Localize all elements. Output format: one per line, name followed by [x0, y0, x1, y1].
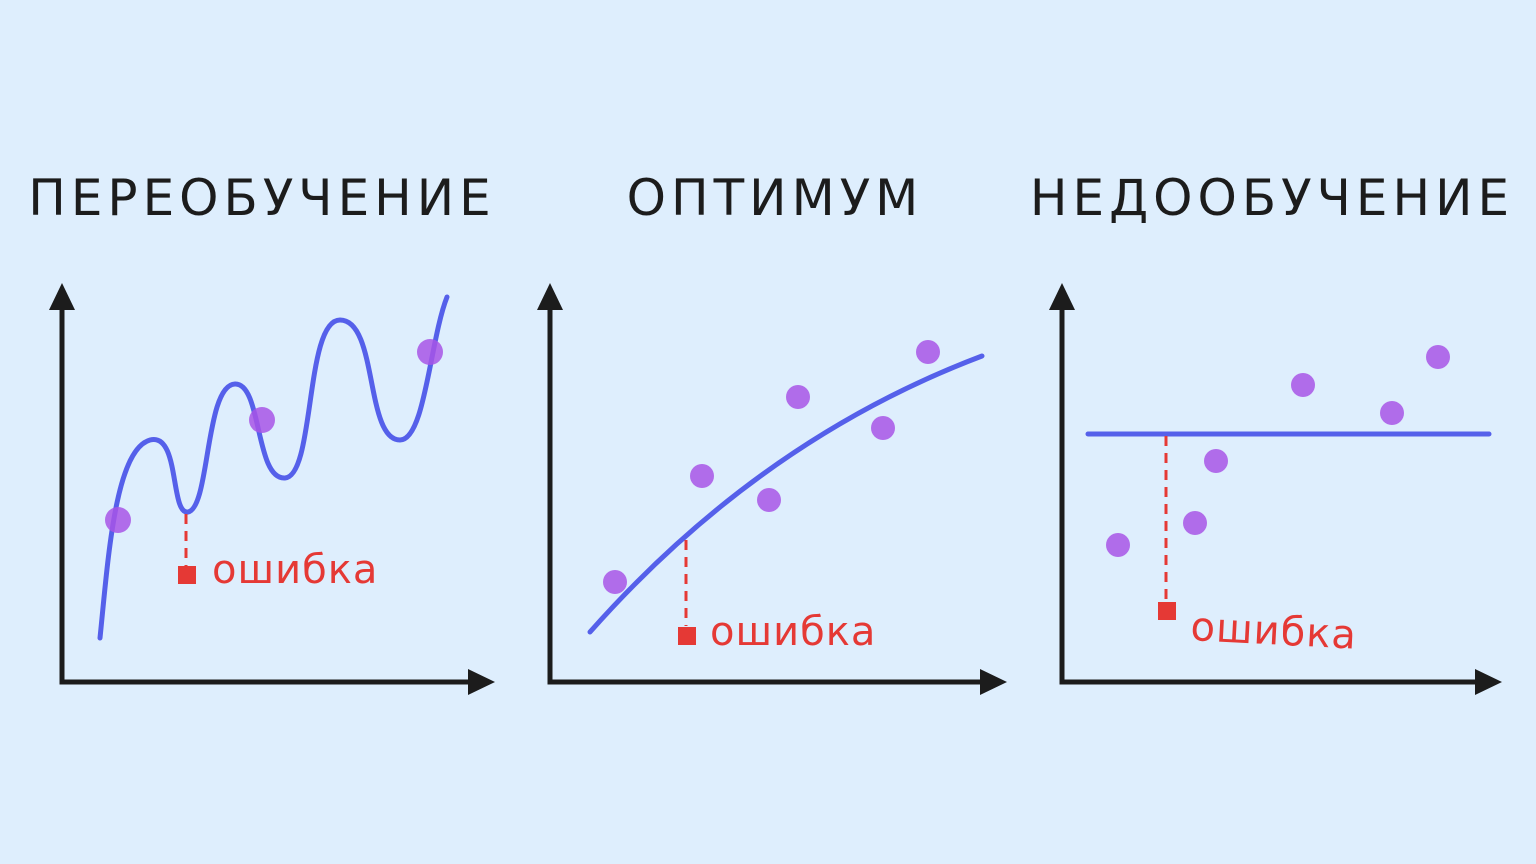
- point: [757, 488, 781, 512]
- arrow: [537, 283, 563, 310]
- axes: [547, 297, 993, 685]
- axes: [1059, 297, 1488, 685]
- arrow: [980, 669, 1007, 695]
- point: [1291, 373, 1315, 397]
- error-marker: [678, 627, 696, 645]
- point: [786, 385, 810, 409]
- panel-title: НЕДООБУЧЕНИЕ: [1030, 169, 1514, 227]
- point: [690, 464, 714, 488]
- error-label: ошибка: [710, 609, 876, 655]
- arrow: [49, 283, 75, 310]
- panel-overfitting: ПЕРЕОБУЧЕНИЕ ошибка: [28, 169, 496, 695]
- point: [417, 339, 443, 365]
- panel-underfitting: НЕДООБУЧЕНИЕ ошибка: [1030, 169, 1514, 695]
- error-marker: [178, 566, 196, 584]
- error-label: ошибка: [212, 547, 378, 593]
- arrow: [1475, 669, 1502, 695]
- fit-curve: [587, 353, 985, 635]
- axes: [59, 297, 481, 685]
- point: [1426, 345, 1450, 369]
- point: [1183, 511, 1207, 535]
- point: [1204, 449, 1228, 473]
- error-marker: [1158, 602, 1176, 620]
- point: [871, 416, 895, 440]
- arrow: [468, 669, 495, 695]
- fit-curve: [97, 294, 450, 641]
- panel-title: ПЕРЕОБУЧЕНИЕ: [28, 169, 496, 227]
- point: [249, 407, 275, 433]
- point: [105, 507, 131, 533]
- point: [1106, 533, 1130, 557]
- panel-optimum: ОПТИМУМ ошибка: [537, 169, 1007, 695]
- error-label: ошибка: [1189, 604, 1358, 659]
- panel-title: ОПТИМУМ: [627, 169, 924, 227]
- point: [916, 340, 940, 364]
- point: [1380, 401, 1404, 425]
- arrow: [1049, 283, 1075, 310]
- point: [603, 570, 627, 594]
